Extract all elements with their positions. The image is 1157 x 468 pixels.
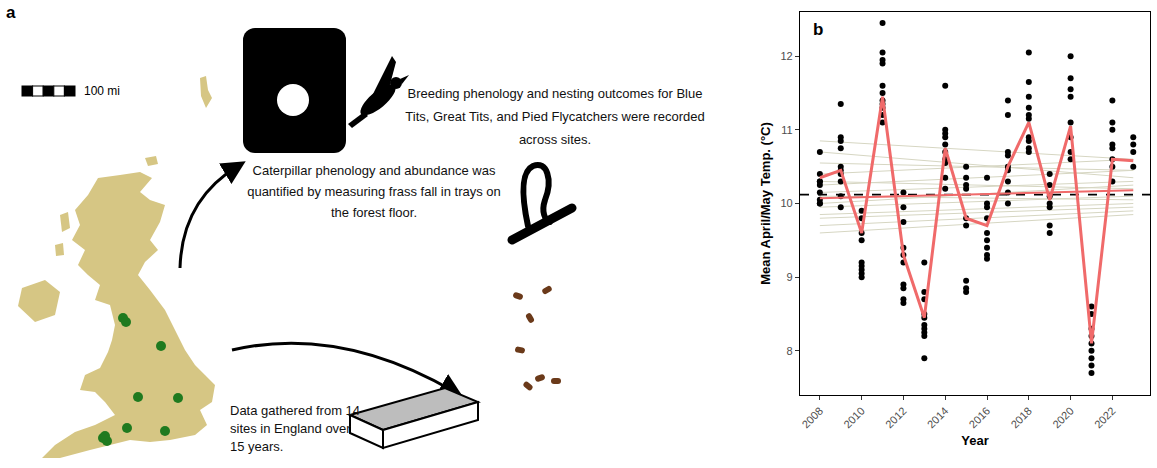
svg-text:2018: 2018 — [1008, 405, 1034, 431]
svg-text:a: a — [6, 3, 16, 22]
svg-text:2022: 2022 — [1092, 405, 1118, 431]
svg-text:b: b — [813, 20, 823, 39]
html-text:Caterpillar phenology and abun: Caterpillar phenology and abundance was … — [247, 163, 501, 220]
svg-text:2008: 2008 — [799, 405, 825, 431]
svg-text:2010: 2010 — [841, 405, 867, 431]
html-text:Breeding phenology and nesting: Breeding phenology and nesting outcomes … — [405, 86, 705, 147]
svg-text:Mean April/May Temp. (°C): Mean April/May Temp. (°C) — [758, 122, 773, 285]
svg-text:9: 9 — [787, 271, 793, 283]
svg-text:12: 12 — [780, 50, 792, 62]
svg-text:8: 8 — [787, 345, 793, 357]
svg-text:10: 10 — [780, 197, 792, 209]
svg-text:2016: 2016 — [967, 405, 993, 431]
svg-text:11: 11 — [781, 124, 792, 136]
html-text:Data gathered from 14 sites in: Data gathered from 14 sites in England o… — [230, 403, 361, 454]
svg-text:100 mi: 100 mi — [84, 84, 120, 98]
svg-text:2020: 2020 — [1050, 405, 1076, 431]
svg-text:2014: 2014 — [925, 405, 951, 431]
svg-text:Year: Year — [961, 433, 988, 448]
svg-text:2012: 2012 — [883, 405, 909, 431]
